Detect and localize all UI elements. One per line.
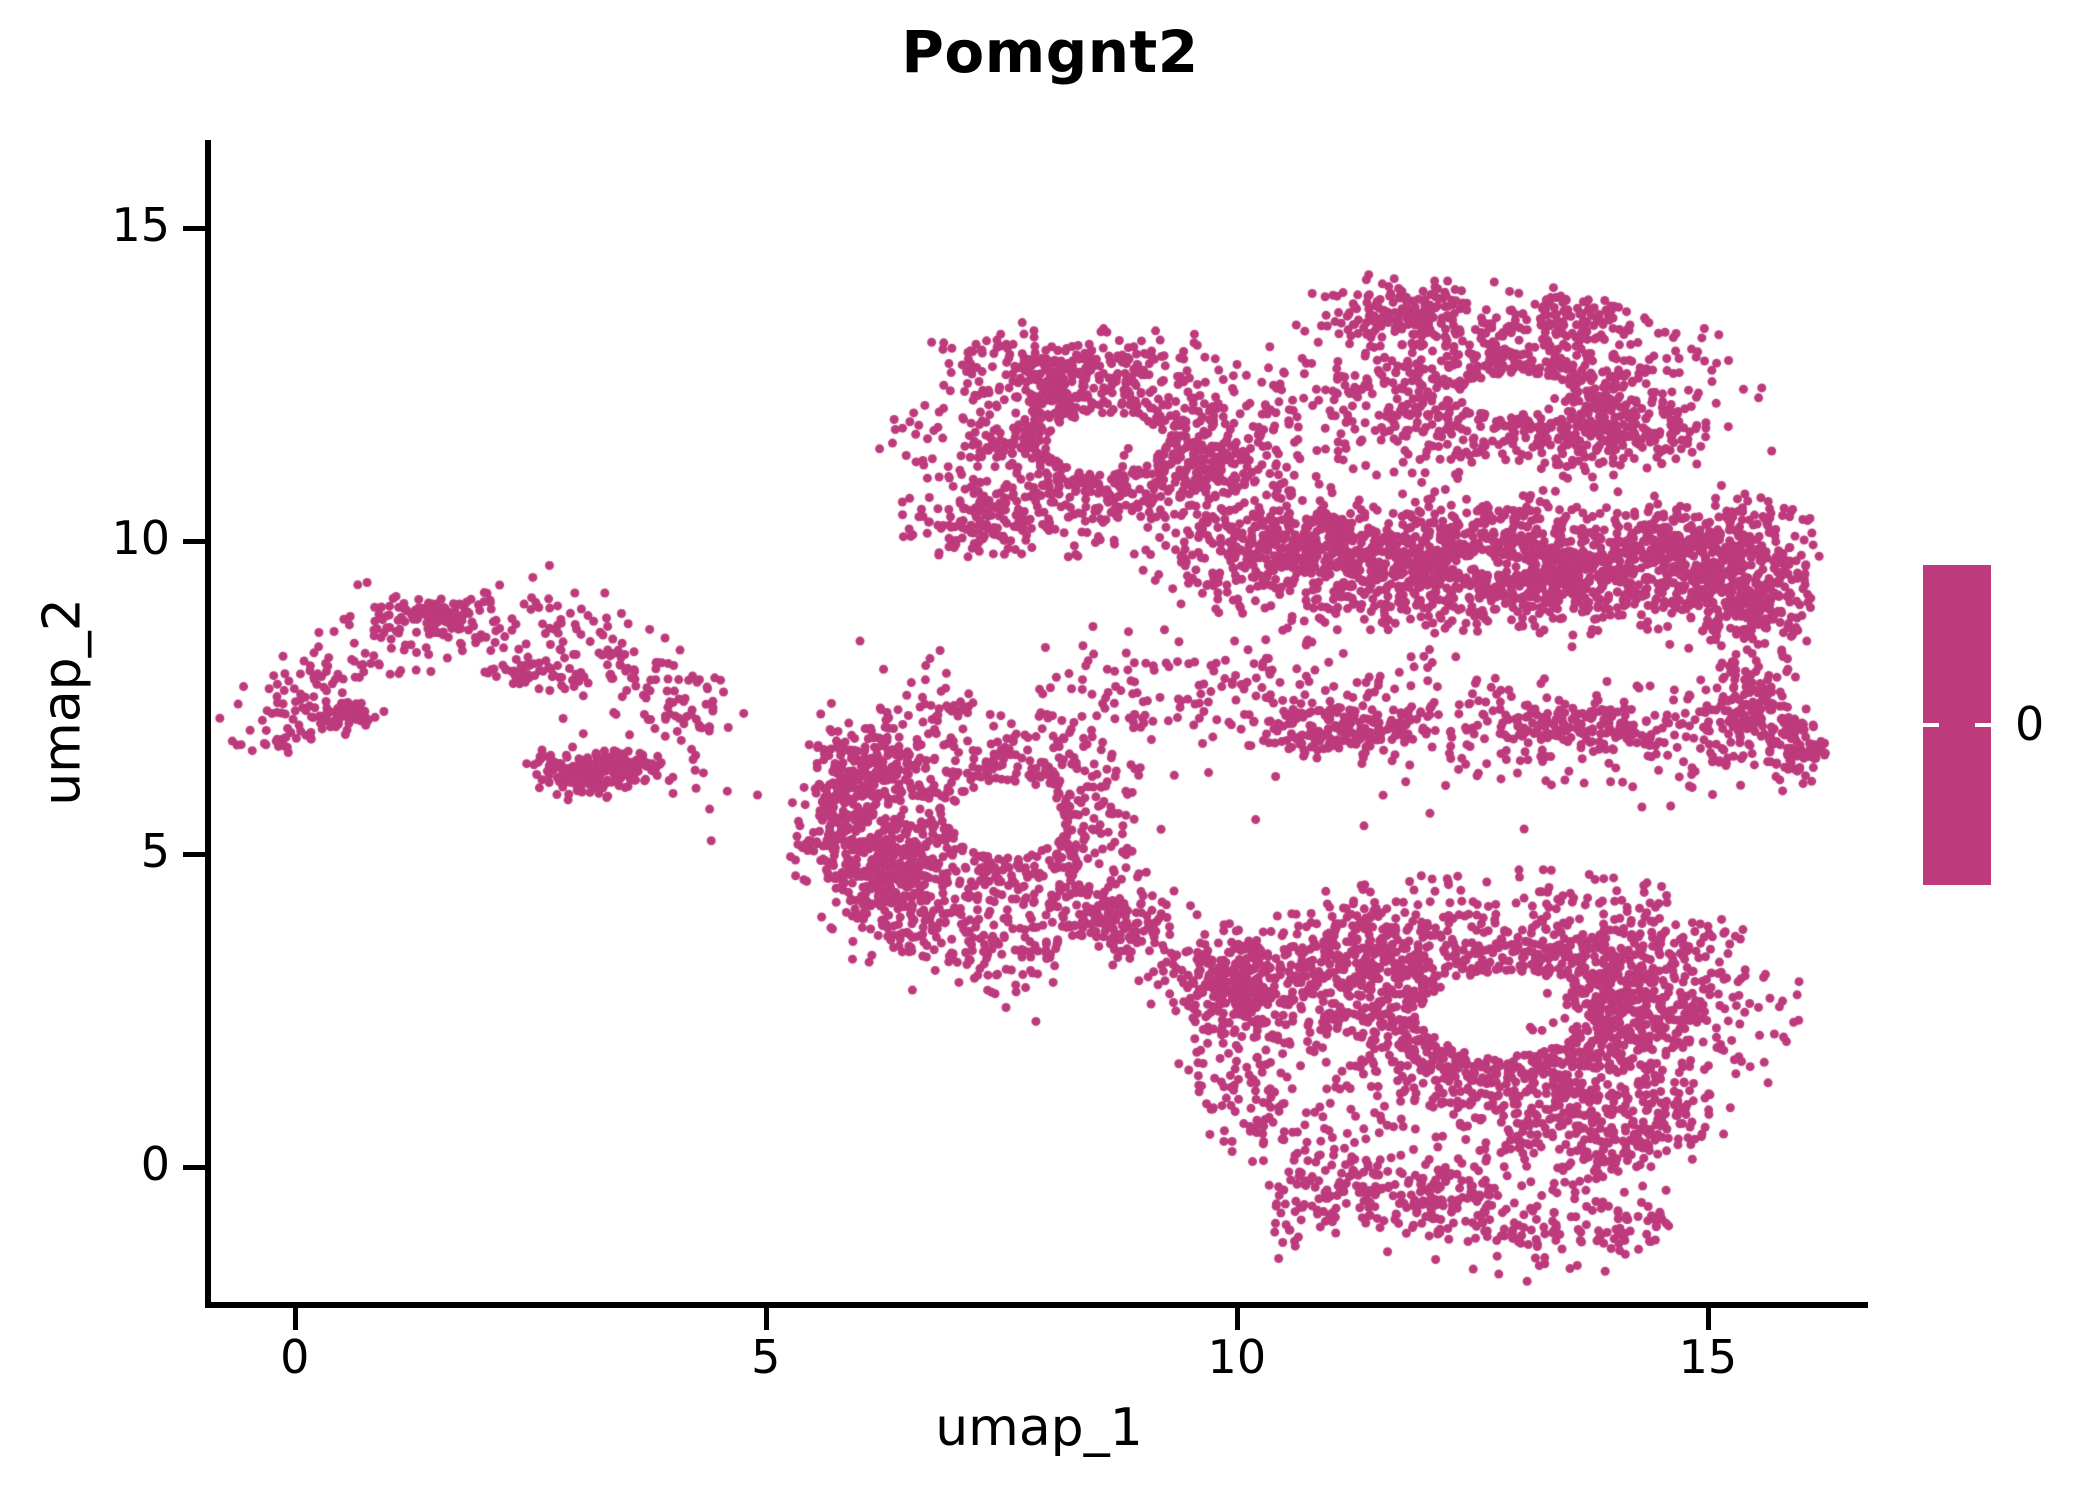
y-tick-mark	[183, 852, 205, 858]
x-tick-label: 15	[1678, 1330, 1738, 1384]
scatter-plot-area[interactable]	[210, 140, 1868, 1305]
x-tick-label: 5	[751, 1330, 781, 1384]
y-tick-mark	[183, 225, 205, 231]
y-tick-mark	[183, 538, 205, 544]
x-axis-spine	[205, 1302, 1868, 1308]
colorbar-tick-label: 0	[2015, 697, 2045, 751]
x-tick-mark	[763, 1308, 769, 1330]
x-tick-mark	[1705, 1308, 1711, 1330]
x-tick-mark	[292, 1308, 298, 1330]
x-axis-label: umap_1	[935, 1398, 1143, 1458]
page-title: Pomgnt2	[901, 18, 1199, 86]
x-tick-mark	[1234, 1308, 1240, 1330]
y-tick-label: 15	[111, 197, 170, 252]
colorbar-tick-right	[1975, 723, 1991, 727]
x-tick-label: 0	[280, 1330, 310, 1384]
scatter-points-canvas[interactable]	[210, 140, 1868, 1305]
colorbar-tick-left	[1923, 723, 1939, 727]
y-tick-label: 5	[140, 824, 170, 879]
y-axis-spine	[205, 140, 211, 1308]
x-tick-label: 10	[1207, 1330, 1267, 1384]
y-tick-label: 0	[140, 1137, 170, 1192]
y-tick-mark	[183, 1165, 205, 1171]
y-tick-label: 10	[111, 510, 170, 565]
y-axis-label: umap_2	[32, 598, 93, 806]
